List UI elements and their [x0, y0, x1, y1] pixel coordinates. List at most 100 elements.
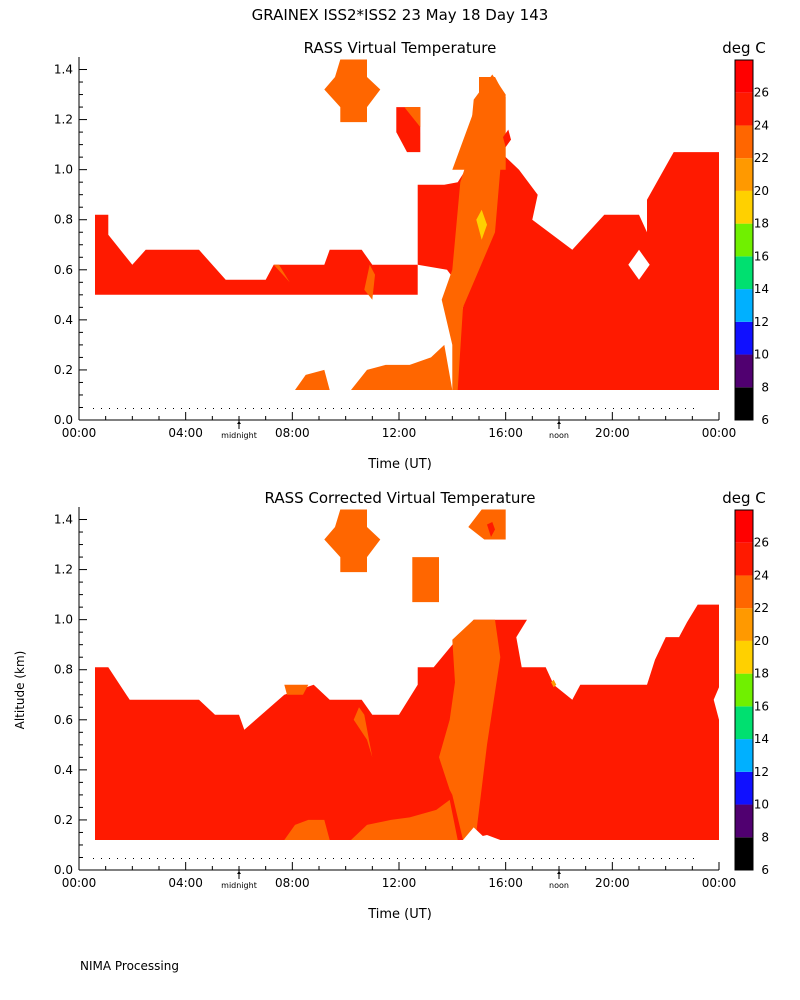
gate-dot [101, 858, 102, 859]
colorbar-tick-label: 22 [754, 151, 769, 165]
gate-dot [541, 408, 542, 409]
gate-dot [445, 408, 446, 409]
gate-dot [133, 408, 134, 409]
gate-dot [381, 408, 382, 409]
gate-dot [637, 858, 638, 859]
gate-dot [661, 408, 662, 409]
gate-dot [397, 408, 398, 409]
contour-region-1 [665, 622, 719, 658]
gate-dot [197, 858, 198, 859]
gate-dot [349, 858, 350, 859]
gate-dot [253, 408, 254, 409]
colorbar-tick-label: 12 [754, 765, 769, 779]
y-tick-label: 1.0 [54, 613, 73, 627]
x-tick-label: 04:00 [168, 876, 203, 890]
gate-dot [685, 858, 686, 859]
colorbar-swatch [735, 837, 753, 870]
gate-dot [461, 858, 462, 859]
panel-2-title: RASS Corrected Virtual Temperature [265, 489, 536, 507]
gate-dot [645, 408, 646, 409]
gate-dot [509, 408, 510, 409]
y-tick-label: 0.0 [54, 413, 73, 427]
colorbar-tick-label: 16 [754, 249, 769, 263]
panel-1-xlabel: Time (UT) [367, 457, 432, 472]
x-tick-label: 16:00 [488, 426, 523, 440]
gate-dot [573, 408, 574, 409]
colorbar-swatch [735, 256, 753, 290]
gate-dot [621, 858, 622, 859]
gate-dot [293, 408, 294, 409]
gate-dot [149, 858, 150, 859]
colorbar-swatch [735, 608, 753, 641]
panel-2-contours [95, 509, 719, 840]
gate-dot [237, 858, 238, 859]
colorbar-tick-label: 24 [754, 118, 769, 132]
gate-dot [669, 858, 670, 859]
gate-dot [637, 408, 638, 409]
colorbar-swatch [735, 542, 753, 576]
gate-dot [453, 408, 454, 409]
y-tick-label: 1.4 [54, 63, 73, 77]
gate-dot [309, 858, 310, 859]
gate-dot [141, 858, 142, 859]
gate-dot [157, 858, 158, 859]
colorbar-2: 6 8 10 12 14 16 18 20 22 24 26 [734, 509, 769, 877]
gate-dot [341, 408, 342, 409]
solar-marker-arrow [237, 871, 241, 874]
gate-dot [389, 858, 390, 859]
gate-dot [437, 408, 438, 409]
gate-dot [285, 858, 286, 859]
gate-dot [261, 858, 262, 859]
contour-region-10 [503, 129, 511, 148]
gate-dot [605, 408, 606, 409]
colorbar-swatch [735, 673, 753, 707]
colorbar-tick-label: 20 [754, 634, 769, 648]
gate-dot [581, 858, 582, 859]
gate-dot [413, 858, 414, 859]
x-tick-label: 00:00 [62, 876, 97, 890]
y-tick-label: 0.2 [54, 813, 73, 827]
colorbar-tick-label: 26 [754, 86, 769, 100]
gate-dot [325, 408, 326, 409]
colorbar-swatch [735, 321, 753, 355]
gate-dot [141, 408, 142, 409]
contour-region-5 [441, 74, 506, 390]
panel-1-axes: 0.0 0.2 0.4 0.6 0.8 1.0 1.2 1.4 00:00 04:00 08:00 1… [54, 57, 736, 440]
colorbar-tick-label: 20 [754, 184, 769, 198]
gate-dot [333, 408, 334, 409]
colorbar-tick-label: 10 [754, 348, 769, 362]
x-tick-label: 08:00 [275, 426, 310, 440]
solar-marker-label: noon [549, 881, 569, 890]
gate-dot [557, 408, 558, 409]
gate-dot [181, 408, 182, 409]
gate-dot [549, 408, 550, 409]
gate-dot [133, 858, 134, 859]
gate-dot [485, 408, 486, 409]
gate-dot [509, 858, 510, 859]
footer-credit: NIMA Processing [80, 959, 179, 973]
contour-region-7 [284, 684, 309, 695]
gate-dot [453, 858, 454, 859]
contour-region-11 [476, 209, 487, 240]
gate-dot [661, 858, 662, 859]
gate-dot [525, 858, 526, 859]
colorbar-tick-label: 10 [754, 798, 769, 812]
gate-dot [269, 858, 270, 859]
contour-region-3 [324, 59, 381, 123]
contour-region-0 [95, 144, 719, 390]
gate-dot [485, 858, 486, 859]
x-tick-label: 00:00 [702, 426, 737, 440]
gate-dot [533, 408, 534, 409]
gate-dot [669, 408, 670, 409]
colorbar-tick-label: 6 [761, 413, 769, 427]
gate-dot [589, 408, 590, 409]
gate-dot [629, 408, 630, 409]
y-tick-label: 0.8 [54, 213, 73, 227]
x-tick-label: 08:00 [275, 876, 310, 890]
gate-dot [229, 408, 230, 409]
gate-dot [341, 858, 342, 859]
colorbar-2-unit: deg C [722, 489, 766, 507]
colorbar-swatch [735, 190, 753, 224]
colorbar-tick-label: 14 [754, 732, 769, 746]
gate-dot [613, 858, 614, 859]
